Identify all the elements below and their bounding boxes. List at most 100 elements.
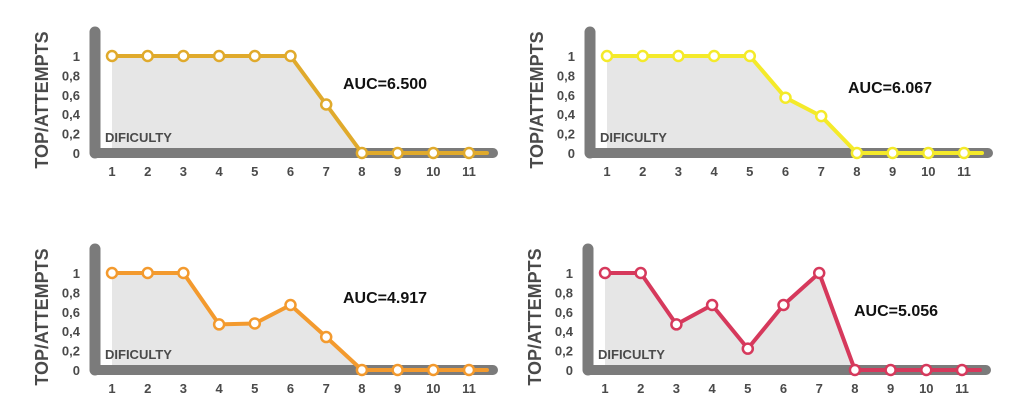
data-point <box>462 146 476 160</box>
data-point <box>848 363 862 377</box>
y-tick-label: 1 <box>73 49 80 64</box>
y-tick-label: 0 <box>568 146 575 161</box>
x-tick-label: 4 <box>708 381 716 396</box>
x-tick-label: 7 <box>323 164 330 179</box>
x-tick-label: 9 <box>394 164 401 179</box>
x-tick-label: 5 <box>251 381 258 396</box>
data-point <box>707 49 721 63</box>
y-tick-label: 0 <box>73 146 80 161</box>
x-axis-title: DIFICULTY <box>598 347 665 362</box>
data-point <box>319 98 333 111</box>
x-tick-label: 4 <box>710 164 718 179</box>
y-tick-label: 0,6 <box>62 88 80 103</box>
x-axis-title: DIFICULTY <box>105 347 172 362</box>
data-point <box>955 363 969 377</box>
x-tick-label: 8 <box>853 164 860 179</box>
x-tick-label: 10 <box>426 164 440 179</box>
y-tick-label: 1 <box>73 266 80 281</box>
data-point <box>741 342 755 355</box>
y-tick-label: 0,6 <box>557 88 575 103</box>
x-tick-label: 9 <box>394 381 401 396</box>
data-point <box>427 363 440 377</box>
data-point <box>850 146 864 160</box>
x-tick-label: 6 <box>287 164 294 179</box>
y-axis-title: TOP/ATTEMPTS <box>32 248 52 385</box>
data-point <box>177 49 190 63</box>
x-tick-label: 1 <box>603 164 610 179</box>
y-tick-label: 0,8 <box>555 285 573 300</box>
area-fill <box>112 273 362 370</box>
x-tick-label: 6 <box>782 164 789 179</box>
x-tick-label: 9 <box>889 164 896 179</box>
auc-annotation: AUC=6.067 <box>848 80 932 97</box>
data-point <box>922 146 935 160</box>
area-fill <box>607 56 857 153</box>
y-tick-label: 1 <box>568 49 575 64</box>
data-point <box>920 363 933 377</box>
data-point <box>141 266 154 280</box>
x-tick-label: 10 <box>426 381 440 396</box>
data-point <box>212 49 226 63</box>
x-tick-label: 2 <box>637 381 644 396</box>
y-axis-title: TOP/ATTEMPTS <box>32 31 52 168</box>
data-point <box>814 109 828 123</box>
data-point <box>391 363 404 377</box>
y-tick-label: 0,6 <box>62 305 80 320</box>
x-tick-label: 7 <box>818 164 825 179</box>
y-tick-label: 0 <box>73 363 80 378</box>
x-tick-label: 3 <box>180 381 187 396</box>
y-tick-label: 0,2 <box>62 344 80 359</box>
x-tick-label: 5 <box>251 164 258 179</box>
y-tick-label: 1 <box>566 266 573 281</box>
data-point <box>886 146 899 160</box>
data-point <box>598 266 612 280</box>
data-point <box>105 266 119 280</box>
y-tick-label: 0,4 <box>62 107 81 122</box>
y-tick-label: 0,4 <box>557 107 576 122</box>
x-tick-label: 5 <box>746 164 753 179</box>
y-tick-label: 0,4 <box>555 324 574 339</box>
data-point <box>355 146 369 160</box>
area-fill <box>112 56 362 153</box>
x-tick-label: 4 <box>215 381 223 396</box>
y-tick-label: 0,8 <box>62 285 80 300</box>
y-tick-label: 0,2 <box>557 127 575 142</box>
data-point <box>636 49 649 63</box>
x-tick-label: 1 <box>601 381 608 396</box>
x-tick-label: 1 <box>108 164 115 179</box>
data-point <box>141 49 154 63</box>
data-point <box>672 49 685 63</box>
data-point <box>212 318 226 331</box>
x-tick-label: 11 <box>955 381 969 396</box>
data-point <box>248 49 262 63</box>
auc-annotation: AUC=4.917 <box>343 290 427 307</box>
data-point <box>105 49 119 63</box>
data-point <box>391 146 404 160</box>
y-tick-label: 0 <box>566 363 573 378</box>
x-tick-label: 2 <box>639 164 646 179</box>
y-tick-label: 0,4 <box>62 324 81 339</box>
x-tick-label: 3 <box>673 381 680 396</box>
data-point <box>670 318 683 331</box>
y-tick-label: 0,8 <box>557 68 575 83</box>
y-tick-label: 0,6 <box>555 305 573 320</box>
x-tick-label: 8 <box>358 164 365 179</box>
data-point <box>600 49 614 63</box>
x-tick-label: 3 <box>180 164 187 179</box>
x-axis-title: DIFICULTY <box>600 130 667 145</box>
y-tick-label: 0,8 <box>62 68 80 83</box>
data-point <box>248 317 262 330</box>
x-tick-label: 9 <box>887 381 894 396</box>
x-axis-title: DIFICULTY <box>105 130 172 145</box>
x-tick-label: 6 <box>780 381 787 396</box>
x-tick-label: 5 <box>744 381 751 396</box>
data-point <box>284 298 297 312</box>
data-point <box>177 266 190 280</box>
x-tick-label: 8 <box>358 381 365 396</box>
data-point <box>705 298 719 312</box>
x-tick-label: 3 <box>675 164 682 179</box>
data-point <box>743 49 757 63</box>
